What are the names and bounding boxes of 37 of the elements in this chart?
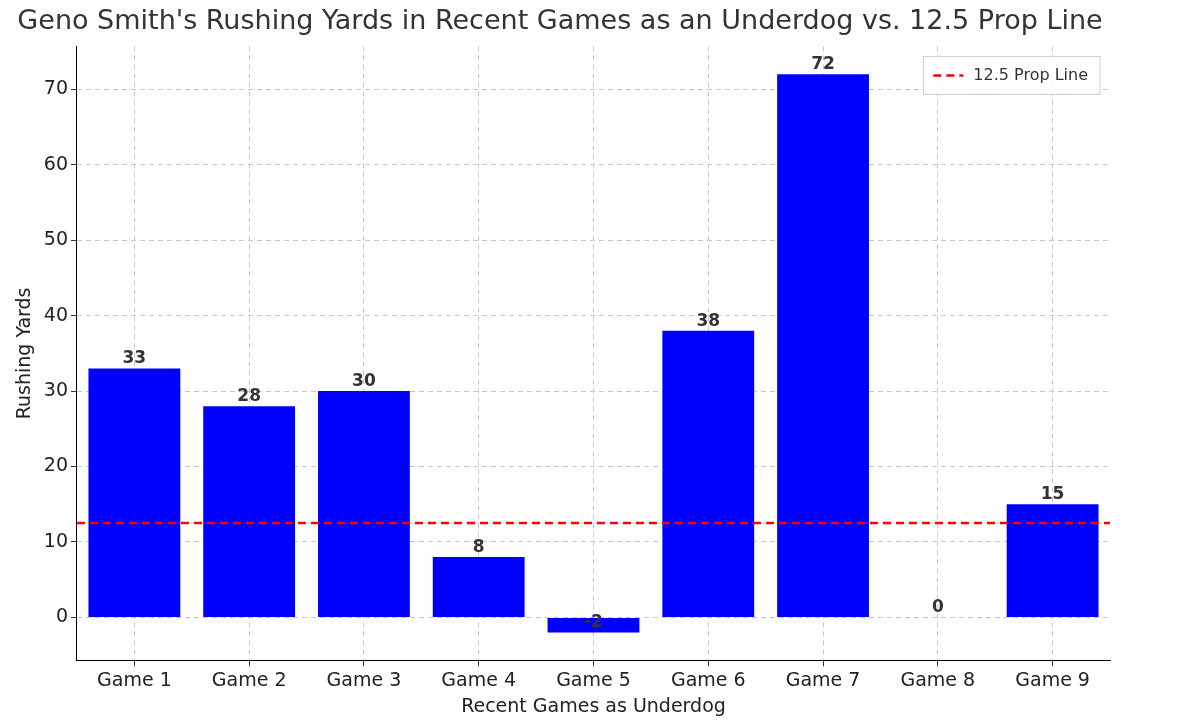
x-tick-label: Game 4 bbox=[441, 667, 517, 690]
x-tick-label: Game 5 bbox=[556, 667, 631, 690]
y-tick-label: 10 bbox=[43, 528, 68, 551]
bar bbox=[203, 406, 296, 617]
y-tick-label: 50 bbox=[43, 227, 68, 250]
y-axis-title: Rushing Yards bbox=[12, 287, 35, 420]
x-tick-label: Game 1 bbox=[97, 667, 172, 690]
y-tick-label: 20 bbox=[43, 453, 68, 476]
bar bbox=[318, 391, 410, 617]
data-label: 0 bbox=[931, 596, 944, 617]
bar bbox=[777, 74, 869, 617]
x-axis-title: Recent Games as Underdog bbox=[461, 693, 726, 716]
data-label: 30 bbox=[352, 370, 376, 391]
data-label: 8 bbox=[472, 535, 485, 556]
x-tick-label: Game 6 bbox=[670, 667, 746, 690]
y-tick-label: 70 bbox=[43, 76, 68, 99]
legend-label: 12.5 Prop Line bbox=[973, 64, 1089, 84]
chart-title: Geno Smith's Rushing Yards in Recent Games as an Underdog vs. 12.5 Prop Line bbox=[17, 4, 1103, 36]
data-label: 72 bbox=[811, 53, 835, 74]
x-tick-label: Game 3 bbox=[326, 667, 402, 690]
x-tick-label: Game 9 bbox=[1015, 667, 1090, 690]
data-label: 33 bbox=[122, 347, 147, 368]
data-label: -2 bbox=[584, 611, 603, 632]
data-label: 28 bbox=[237, 385, 261, 406]
x-tick-label: Game 8 bbox=[900, 667, 976, 690]
bar bbox=[1006, 504, 1099, 617]
x-tick-label: Game 7 bbox=[785, 667, 861, 690]
bar bbox=[88, 368, 181, 617]
y-tick-label: 0 bbox=[55, 604, 68, 627]
bar bbox=[662, 330, 755, 617]
y-tick-label: 60 bbox=[43, 151, 68, 174]
bar bbox=[432, 557, 525, 617]
y-tick-label: 40 bbox=[43, 302, 68, 325]
data-label: 38 bbox=[696, 309, 721, 330]
y-tick-label: 30 bbox=[43, 378, 68, 401]
x-tick-label: Game 2 bbox=[211, 667, 287, 690]
data-label: 15 bbox=[1040, 483, 1065, 504]
